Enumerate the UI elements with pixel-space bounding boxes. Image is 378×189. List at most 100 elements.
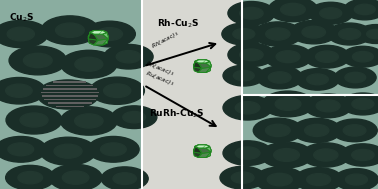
Bar <box>54 81 86 83</box>
Circle shape <box>223 65 265 86</box>
Polygon shape <box>206 65 211 72</box>
Circle shape <box>41 16 99 45</box>
Polygon shape <box>88 32 98 40</box>
Polygon shape <box>98 31 108 36</box>
Circle shape <box>293 118 341 143</box>
Circle shape <box>223 95 272 120</box>
Circle shape <box>335 67 376 88</box>
Polygon shape <box>206 146 211 152</box>
Polygon shape <box>90 31 107 34</box>
Circle shape <box>112 106 157 129</box>
Circle shape <box>335 169 378 189</box>
Text: Ru(acac)$_3$: Ru(acac)$_3$ <box>144 69 176 88</box>
Circle shape <box>345 174 367 185</box>
Polygon shape <box>206 61 211 67</box>
Circle shape <box>344 0 378 20</box>
Circle shape <box>265 124 290 136</box>
Circle shape <box>264 45 312 69</box>
Polygon shape <box>198 67 211 72</box>
Circle shape <box>20 113 48 127</box>
Polygon shape <box>88 35 103 41</box>
Polygon shape <box>194 60 206 65</box>
Bar <box>46 85 93 86</box>
Circle shape <box>309 2 353 24</box>
Circle shape <box>231 172 254 183</box>
Polygon shape <box>194 60 198 67</box>
Circle shape <box>254 22 302 46</box>
Circle shape <box>74 114 103 128</box>
Polygon shape <box>88 31 102 36</box>
Circle shape <box>0 20 48 48</box>
Polygon shape <box>195 60 210 63</box>
Circle shape <box>49 164 102 189</box>
Circle shape <box>228 2 275 25</box>
Circle shape <box>223 141 272 165</box>
Polygon shape <box>194 146 202 153</box>
Circle shape <box>307 74 328 85</box>
Circle shape <box>84 21 135 47</box>
Polygon shape <box>194 145 206 150</box>
Circle shape <box>295 168 342 189</box>
Circle shape <box>90 77 144 104</box>
Bar <box>56 106 84 107</box>
Polygon shape <box>194 145 198 152</box>
Circle shape <box>268 0 318 22</box>
Circle shape <box>41 80 99 109</box>
Circle shape <box>261 142 312 168</box>
Polygon shape <box>90 31 107 34</box>
Text: Rh(acac)$_3$: Rh(acac)$_3$ <box>149 28 180 51</box>
Circle shape <box>240 7 263 19</box>
Circle shape <box>6 106 62 134</box>
Bar <box>43 88 97 90</box>
Circle shape <box>257 66 302 89</box>
Polygon shape <box>194 152 202 157</box>
Polygon shape <box>198 148 211 153</box>
Circle shape <box>268 72 291 83</box>
Polygon shape <box>88 31 94 39</box>
Circle shape <box>367 29 378 39</box>
Circle shape <box>296 69 339 90</box>
Circle shape <box>61 50 117 78</box>
Polygon shape <box>195 60 210 63</box>
Bar <box>242 0 378 94</box>
Circle shape <box>320 8 342 19</box>
Bar <box>142 0 242 189</box>
Polygon shape <box>194 65 198 71</box>
Circle shape <box>18 172 42 184</box>
Circle shape <box>88 136 139 162</box>
Circle shape <box>0 136 46 162</box>
Circle shape <box>240 49 263 61</box>
Circle shape <box>304 45 350 68</box>
Bar <box>42 95 98 97</box>
Bar <box>242 94 378 189</box>
Polygon shape <box>195 145 210 148</box>
Circle shape <box>75 57 103 71</box>
Circle shape <box>9 46 67 75</box>
Circle shape <box>222 23 266 45</box>
Polygon shape <box>202 64 211 71</box>
Circle shape <box>253 118 302 143</box>
Circle shape <box>302 143 350 167</box>
Polygon shape <box>194 154 210 157</box>
Polygon shape <box>194 61 202 68</box>
Polygon shape <box>194 64 206 69</box>
Bar <box>48 102 92 104</box>
Circle shape <box>302 26 325 38</box>
Circle shape <box>332 119 377 142</box>
Circle shape <box>8 143 34 156</box>
Circle shape <box>62 171 89 184</box>
Polygon shape <box>202 60 211 65</box>
Circle shape <box>228 43 275 67</box>
Circle shape <box>267 173 292 186</box>
Circle shape <box>0 77 45 104</box>
Circle shape <box>235 102 260 114</box>
Polygon shape <box>94 34 108 40</box>
Circle shape <box>352 98 374 109</box>
Circle shape <box>123 112 146 123</box>
Text: Rh(acac)$_3$: Rh(acac)$_3$ <box>144 59 176 79</box>
Circle shape <box>304 94 352 118</box>
Circle shape <box>255 167 305 189</box>
Circle shape <box>56 23 84 37</box>
Polygon shape <box>206 150 211 157</box>
Circle shape <box>290 20 337 44</box>
